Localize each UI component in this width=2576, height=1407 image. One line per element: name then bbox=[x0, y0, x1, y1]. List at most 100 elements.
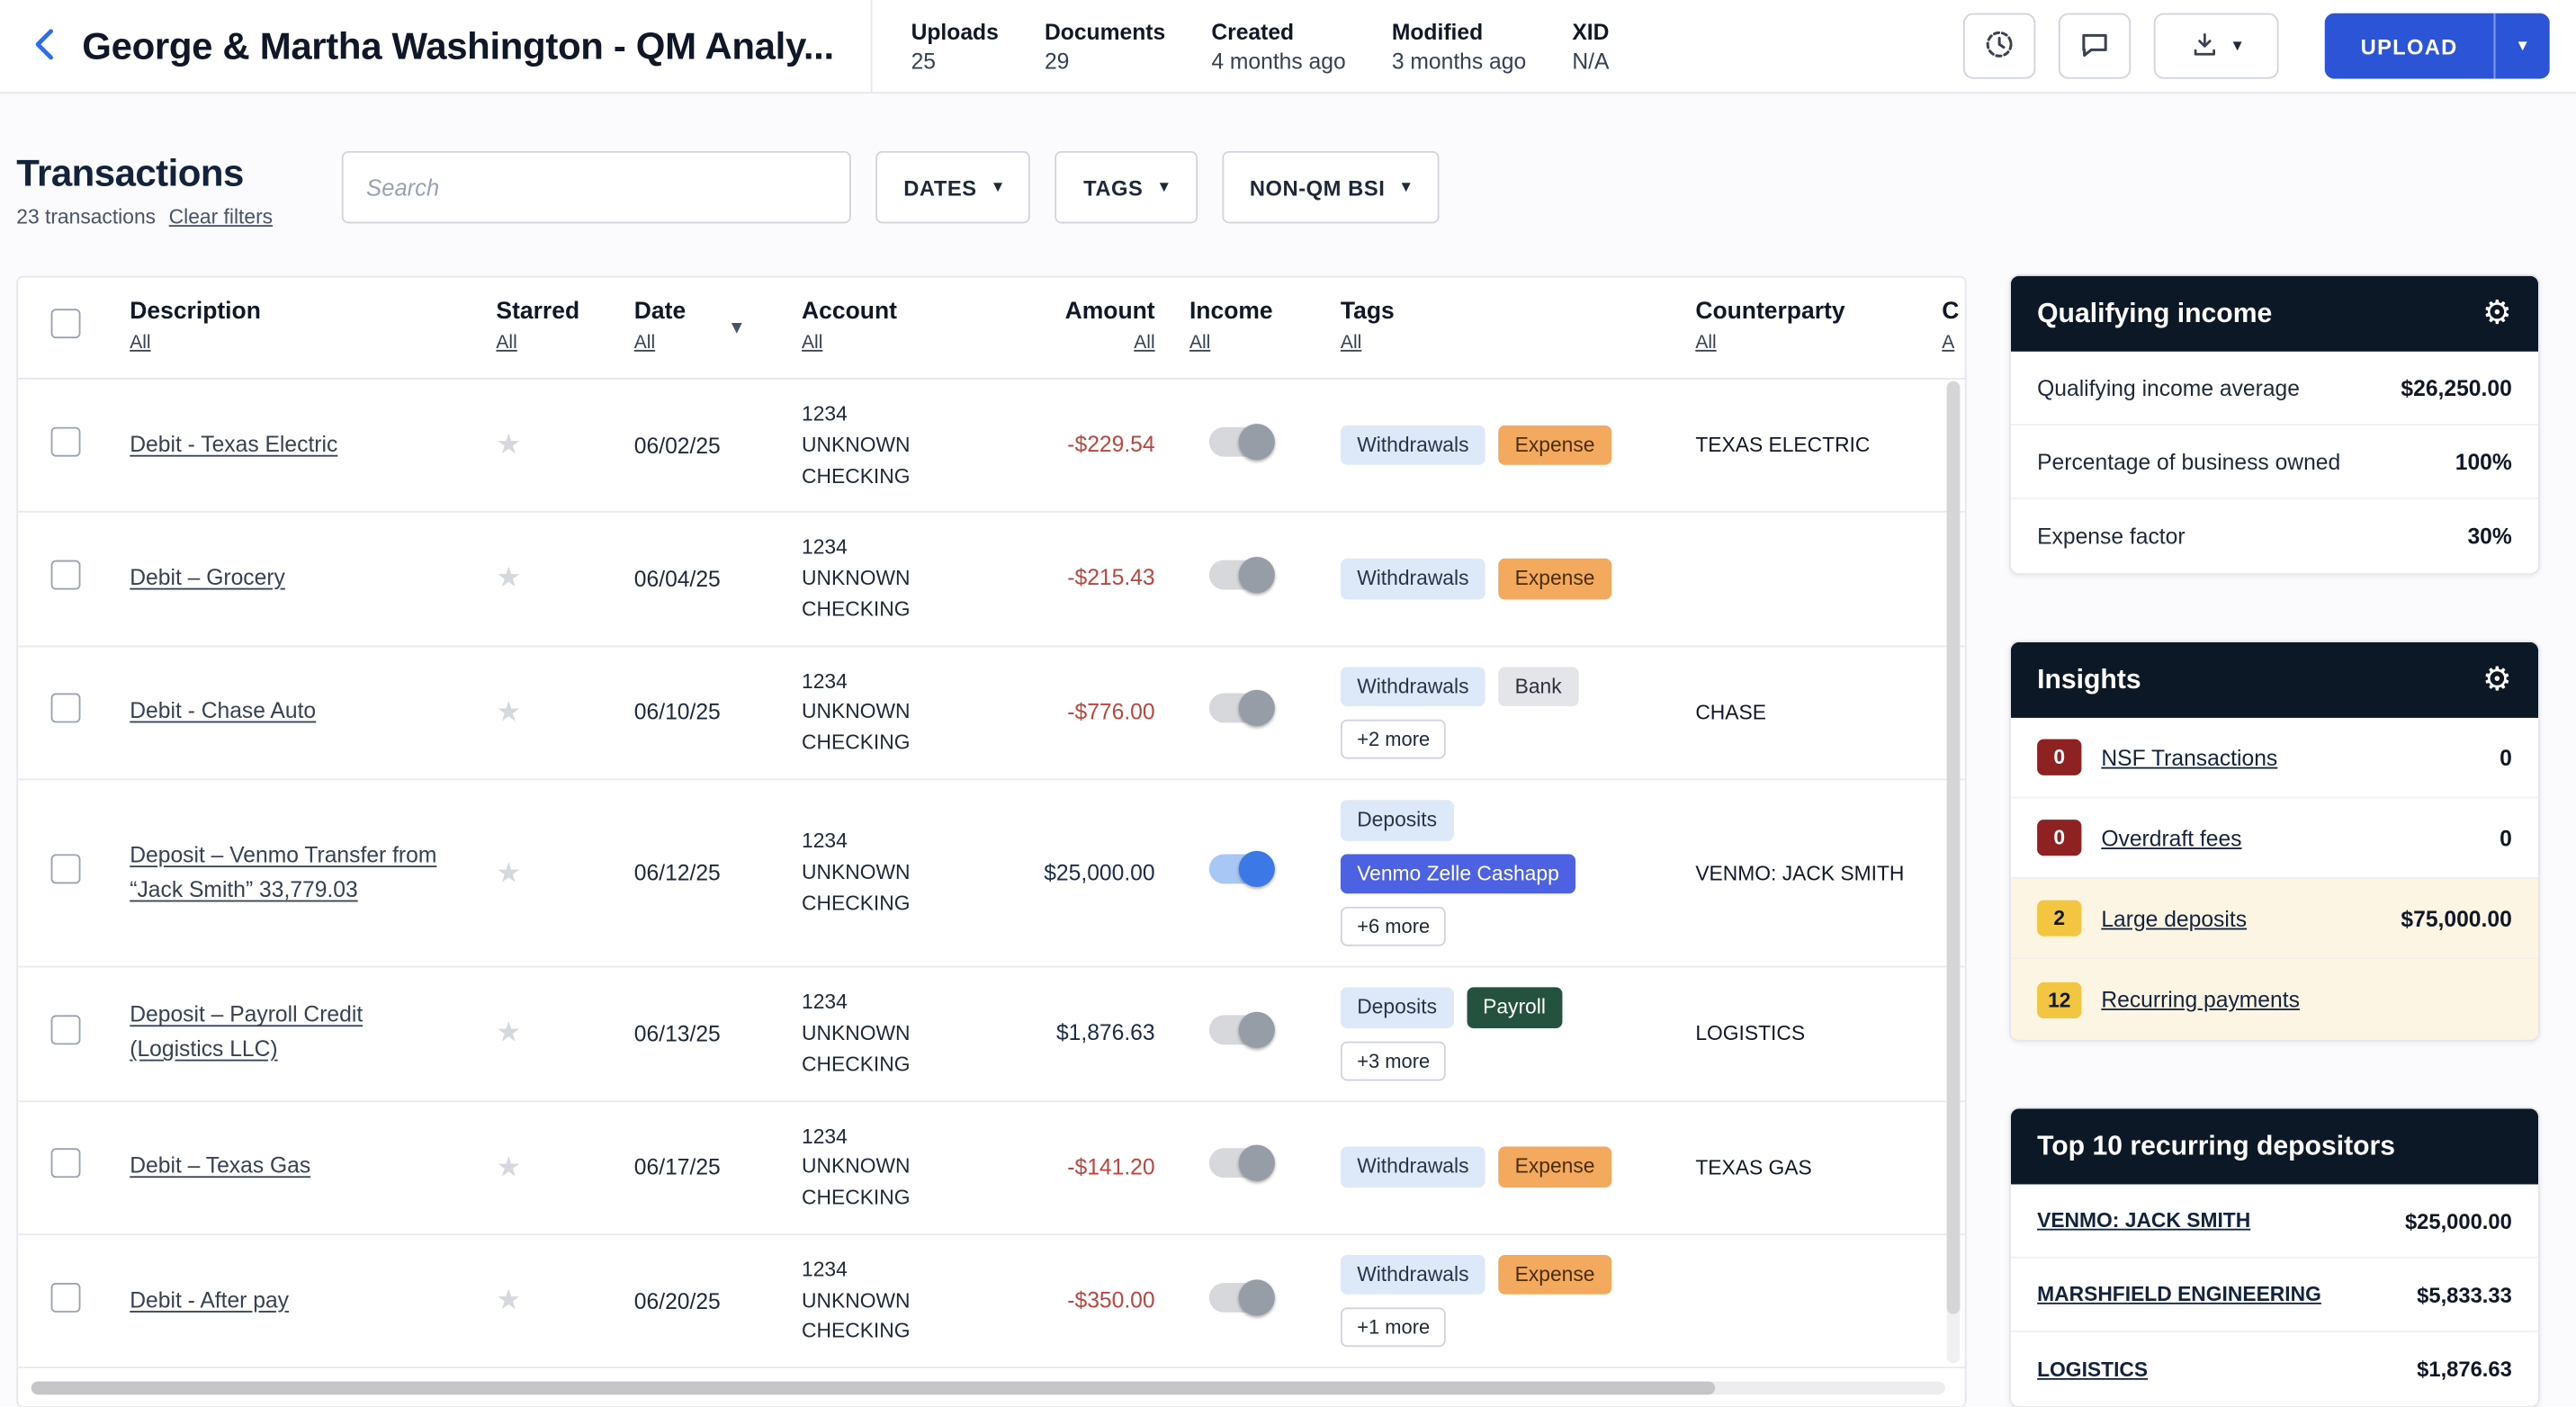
sort-caret-icon[interactable]: ▼ bbox=[727, 318, 746, 338]
history-button[interactable] bbox=[1962, 13, 2036, 79]
upload-button[interactable]: UPLOAD bbox=[2324, 13, 2494, 79]
income-toggle[interactable] bbox=[1208, 850, 1275, 887]
row-value: $26,250.00 bbox=[2401, 375, 2512, 400]
transaction-description-link[interactable]: Debit - Texas Electric bbox=[130, 431, 338, 456]
star-icon[interactable]: ★ bbox=[496, 562, 522, 594]
income-toggle[interactable] bbox=[1208, 1011, 1275, 1048]
table-body: Debit - Texas Electric ★ 06/02/25 1234 U… bbox=[18, 380, 1965, 1369]
column-all-link[interactable]: A bbox=[1942, 333, 1955, 354]
transaction-account: 1234 UNKNOWN CHECKING bbox=[802, 1124, 911, 1209]
transaction-date: 06/10/25 bbox=[633, 700, 721, 725]
column-all-link[interactable]: All bbox=[633, 333, 656, 354]
star-icon[interactable]: ★ bbox=[496, 856, 522, 888]
row-checkbox[interactable] bbox=[50, 693, 81, 723]
filter-dropdown-tags[interactable]: TAGS ▾ bbox=[1055, 150, 1198, 224]
income-toggle[interactable] bbox=[1208, 1144, 1275, 1182]
depositor-link[interactable]: MARSHFIELD ENGINEERING bbox=[2037, 1283, 2321, 1306]
insight-link[interactable]: Overdraft fees bbox=[2101, 825, 2242, 850]
star-icon[interactable]: ★ bbox=[496, 428, 522, 461]
transaction-date: 06/20/25 bbox=[633, 1288, 721, 1313]
comments-button[interactable] bbox=[2058, 13, 2132, 79]
transaction-description-link[interactable]: Debit – Grocery bbox=[130, 564, 285, 590]
column-all-link[interactable]: All bbox=[1340, 333, 1362, 354]
stat-value: 4 months ago bbox=[1211, 48, 1346, 74]
income-toggle[interactable] bbox=[1208, 423, 1275, 460]
insight-link[interactable]: Large deposits bbox=[2101, 905, 2248, 931]
page-title: George & Martha Washington - QM Analy... bbox=[82, 23, 834, 67]
row-checkbox[interactable] bbox=[50, 1014, 81, 1044]
transaction-amount: -$350.00 bbox=[1067, 1287, 1155, 1313]
transaction-amount: -$229.54 bbox=[1067, 432, 1155, 457]
transaction-description-link[interactable]: Debit - Chase Auto bbox=[130, 698, 317, 723]
download-button[interactable]: ▾ bbox=[2153, 13, 2279, 79]
transaction-counterparty: CHASE bbox=[1695, 701, 1766, 724]
column-all-link[interactable]: All bbox=[802, 333, 823, 354]
vertical-scrollbar-thumb[interactable] bbox=[1946, 381, 1961, 1315]
insight-count-badge: 12 bbox=[2037, 981, 2082, 1018]
column-all-link[interactable]: All bbox=[496, 333, 517, 354]
stat-value: 3 months ago bbox=[1391, 48, 1527, 74]
transaction-description-link[interactable]: Deposit – Venmo Transfer from “Jack Smit… bbox=[130, 841, 437, 901]
transaction-account: 1234 UNKNOWN CHECKING bbox=[802, 829, 911, 915]
divider bbox=[869, 0, 872, 93]
insights-card: Insights ⚙ 0 NSF Transactions 0 0 Overdr… bbox=[2009, 641, 2540, 1042]
more-tags-button[interactable]: +1 more bbox=[1340, 1307, 1447, 1348]
transaction-description-link[interactable]: Debit – Texas Gas bbox=[130, 1153, 311, 1178]
filter-label: DATES bbox=[903, 175, 977, 200]
column-all-link[interactable]: All bbox=[130, 333, 151, 354]
insight-link[interactable]: Recurring payments bbox=[2101, 987, 2300, 1012]
depositor-link[interactable]: VENMO: JACK SMITH bbox=[2037, 1208, 2251, 1232]
horizontal-scrollbar-thumb[interactable] bbox=[31, 1382, 1716, 1395]
transaction-description-link[interactable]: Debit - After pay bbox=[130, 1286, 289, 1313]
clear-filters-link[interactable]: Clear filters bbox=[168, 205, 274, 229]
table-row: Deposit – Venmo Transfer from “Jack Smit… bbox=[18, 780, 1965, 968]
star-icon[interactable]: ★ bbox=[496, 1151, 522, 1182]
search-input[interactable] bbox=[341, 150, 851, 224]
column-all-link[interactable]: All bbox=[1134, 333, 1155, 354]
more-tags-button[interactable]: +2 more bbox=[1340, 719, 1447, 759]
gear-icon[interactable]: ⚙ bbox=[2482, 295, 2512, 332]
row-checkbox[interactable] bbox=[50, 1282, 81, 1312]
filter-label: NON-QM BSI bbox=[1249, 175, 1386, 200]
row-checkbox[interactable] bbox=[50, 1148, 81, 1178]
header-stats: Uploads 25 Documents 29 Created 4 months… bbox=[911, 19, 1610, 73]
transaction-counterparty: VENMO: JACK SMITH bbox=[1695, 861, 1905, 885]
qualifying-income-card: Qualifying income ⚙ Qualifying income av… bbox=[2009, 273, 2540, 576]
income-toggle[interactable] bbox=[1208, 556, 1275, 593]
transactions-table: Description All Starred All Date All ▼ Ac… bbox=[16, 275, 1967, 1407]
insight-count-badge: 2 bbox=[2037, 900, 2082, 937]
star-icon[interactable]: ★ bbox=[496, 695, 522, 728]
more-tags-button[interactable]: +3 more bbox=[1340, 1040, 1447, 1080]
depositor-value: $5,833.33 bbox=[2417, 1282, 2512, 1307]
back-button[interactable] bbox=[20, 22, 69, 71]
select-all-checkbox[interactable] bbox=[50, 309, 81, 339]
depositor-link[interactable]: LOGISTICS bbox=[2037, 1358, 2149, 1381]
insight-link[interactable]: NSF Transactions bbox=[2101, 745, 2278, 770]
table-header-row: Description All Starred All Date All ▼ Ac… bbox=[18, 278, 1965, 380]
star-icon[interactable]: ★ bbox=[496, 1284, 522, 1316]
column-header: Date All ▼ bbox=[634, 299, 799, 356]
transaction-counterparty: TEXAS GAS bbox=[1695, 1155, 1812, 1179]
row-checkbox[interactable] bbox=[50, 426, 81, 456]
row-checkbox[interactable] bbox=[50, 854, 81, 884]
filter-dropdown-non-qm-bsi[interactable]: NON-QM BSI ▾ bbox=[1221, 150, 1440, 224]
gear-icon[interactable]: ⚙ bbox=[2482, 661, 2512, 699]
toggle-knob bbox=[1238, 690, 1275, 727]
toggle-knob bbox=[1238, 1011, 1275, 1048]
row-checkbox[interactable] bbox=[50, 560, 81, 590]
insight-count-badge: 0 bbox=[2037, 820, 2082, 856]
income-toggle[interactable] bbox=[1208, 1278, 1275, 1315]
upload-caret-button[interactable]: ▾ bbox=[2493, 13, 2550, 79]
insight-row: 0 NSF Transactions 0 bbox=[2010, 718, 2539, 799]
column-all-link[interactable]: All bbox=[1695, 333, 1717, 354]
star-icon[interactable]: ★ bbox=[496, 1017, 522, 1049]
income-toggle[interactable] bbox=[1208, 690, 1275, 727]
filter-dropdown-dates[interactable]: DATES ▾ bbox=[875, 150, 1031, 224]
more-tags-button[interactable]: +6 more bbox=[1340, 906, 1447, 946]
transaction-description-link[interactable]: Deposit – Payroll Credit (Logistics LLC) bbox=[130, 1002, 364, 1062]
stat-value: 25 bbox=[911, 48, 937, 74]
table-row: Debit – Grocery ★ 06/04/25 1234 UNKNOWN … bbox=[18, 513, 1965, 647]
transaction-date: 06/12/25 bbox=[633, 860, 721, 886]
download-icon bbox=[2190, 29, 2220, 63]
column-all-link[interactable]: All bbox=[1189, 333, 1211, 354]
